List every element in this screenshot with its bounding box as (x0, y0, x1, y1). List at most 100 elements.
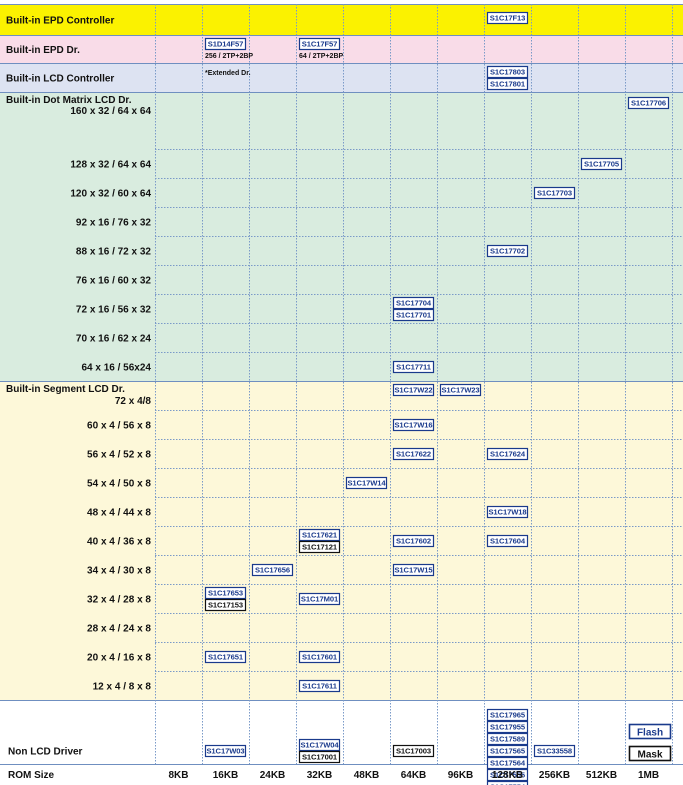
chip-label: S1C17602 (396, 537, 431, 546)
chip-label: S1C17W18 (488, 508, 526, 517)
row-label: 76 x 16 / 60 x 32 (76, 276, 152, 287)
legend-swatch (628, 723, 672, 740)
chip-label: S1C17564 (490, 759, 526, 768)
chip-label: S1C17601 (302, 653, 338, 662)
chip-S1C17622: S1C17622 (392, 447, 435, 461)
category-band-seg (0, 381, 683, 700)
chip-label: S1C17W23 (441, 386, 479, 395)
chip-box (298, 528, 341, 542)
chip-box (486, 244, 529, 258)
chip-box (204, 598, 247, 612)
chip-box (345, 476, 388, 490)
legend-swatch (628, 745, 672, 762)
chip-S1C17W22: S1C17W22 (392, 383, 435, 397)
row-label: 20 x 4 / 16 x 8 (87, 653, 151, 664)
category-title-lcdc: Built-in LCD Controller (6, 74, 114, 85)
chip-box (580, 157, 623, 171)
chip-label: S1C17003 (396, 747, 431, 756)
chip-box (392, 447, 435, 461)
chip-box (392, 563, 435, 577)
chip-label: S1C33558 (537, 747, 572, 756)
chip-box (627, 96, 670, 110)
category-title-seg: Built-in Segment LCD Dr. (6, 384, 125, 395)
chip-label: S1C17653 (208, 589, 243, 598)
chip-S1C17702: S1C17702 (486, 244, 529, 258)
chip-box (392, 308, 435, 322)
chip-label: S1C17803 (490, 68, 525, 77)
chip-label: S1C17801 (490, 80, 526, 89)
x-tick-label: 96KB (448, 770, 474, 781)
row-label: 60 x 4 / 56 x 8 (87, 421, 151, 432)
x-tick-label: 16KB (213, 770, 239, 781)
cell-note: 64 / 2TP+2BP (299, 53, 343, 60)
row-label: 34 x 4 / 30 x 8 (87, 566, 151, 577)
legend-label: Flash (637, 728, 663, 739)
chip-label: S1C17W22 (394, 386, 432, 395)
chip-S1C17701: S1C17701 (392, 308, 435, 322)
chip-label: S1C17624 (490, 450, 526, 459)
chip-box (298, 650, 341, 664)
row-label: 72 x 4/8 (115, 396, 152, 407)
chip-label: S1C17955 (490, 723, 526, 732)
chip-S1C17624: S1C17624 (486, 447, 529, 461)
x-axis-title: ROM Size (8, 770, 55, 781)
x-tick-label: 8KB (168, 770, 188, 781)
chip-S1C17W16: S1C17W16 (392, 418, 435, 432)
x-tick-label: 128KB (492, 770, 523, 781)
x-tick-label: 256KB (539, 770, 570, 781)
row-label: 72 x 16 / 56 x 32 (76, 305, 152, 316)
row-label: 48 x 4 / 44 x 8 (87, 508, 151, 519)
category-band-epdd (0, 35, 683, 63)
chip-label: S1C17W04 (300, 741, 339, 750)
chip-label: S1D14F57 (208, 40, 244, 49)
chip-S1C17965: S1C17965 (486, 708, 529, 722)
chip-S1C17711: S1C17711 (392, 360, 435, 374)
category-band-non (0, 700, 683, 785)
row-label: 64 x 16 / 56x24 (81, 363, 151, 374)
row-label: Non LCD Driver (8, 747, 83, 758)
row-label: 70 x 16 / 62 x 24 (76, 334, 152, 345)
chip-S1C17801: S1C17801 (486, 77, 529, 91)
chip-box (486, 505, 529, 519)
row-label: 88 x 16 / 72 x 32 (76, 247, 152, 258)
row-label: 56 x 4 / 52 x 8 (87, 450, 151, 461)
legend-label: Mask (637, 750, 662, 761)
chip-S1C17W04: S1C17W04 (298, 738, 341, 752)
chip-box (204, 37, 247, 51)
chip-box (251, 563, 294, 577)
chip-S1C17651: S1C17651 (204, 650, 247, 664)
x-tick-label: 512KB (586, 770, 617, 781)
chip-box (298, 750, 341, 764)
row-label: 32 x 4 / 28 x 8 (87, 595, 151, 606)
chip-S1C17565: S1C17565 (486, 744, 529, 758)
category-band-lcdc (0, 63, 683, 92)
chip-label: S1C17705 (584, 160, 620, 169)
chip-S1C17W23: S1C17W23 (439, 383, 482, 397)
chip-label: S1C17651 (208, 653, 244, 662)
chip-box (204, 744, 247, 758)
x-tick-label: 1MB (638, 770, 659, 781)
chip-label: S1C17W15 (394, 566, 433, 575)
chip-box (392, 418, 435, 432)
chip-S1C17653: S1C17653 (204, 586, 247, 600)
chip-S1C17706: S1C17706 (627, 96, 670, 110)
chip-label: S1C17121 (302, 543, 338, 552)
row-label: 40 x 4 / 36 x 8 (87, 537, 151, 548)
chip-S1C17F57: S1C17F57 (298, 37, 341, 51)
chip-S1C17705: S1C17705 (580, 157, 623, 171)
chip-label: S1C17701 (396, 311, 432, 320)
chip-box (298, 540, 341, 554)
chip-S1C17704: S1C17704 (392, 296, 435, 310)
cell-note: *Extended Dr. (205, 70, 251, 77)
chip-label: S1C17W03 (206, 747, 244, 756)
row-label: 28 x 4 / 24 x 8 (87, 624, 151, 635)
chip-box (486, 447, 529, 461)
chip-label: S1C17001 (302, 753, 338, 762)
chip-S1C17153: S1C17153 (204, 598, 247, 612)
x-tick-label: 32KB (307, 770, 333, 781)
chip-label: S1C17555 (490, 771, 526, 780)
chip-S1C17W15: S1C17W15 (392, 563, 435, 577)
row-label: 128 x 32 / 64 x 64 (70, 160, 151, 171)
chip-label: S1C17611 (302, 682, 338, 691)
chip-box (392, 744, 435, 758)
